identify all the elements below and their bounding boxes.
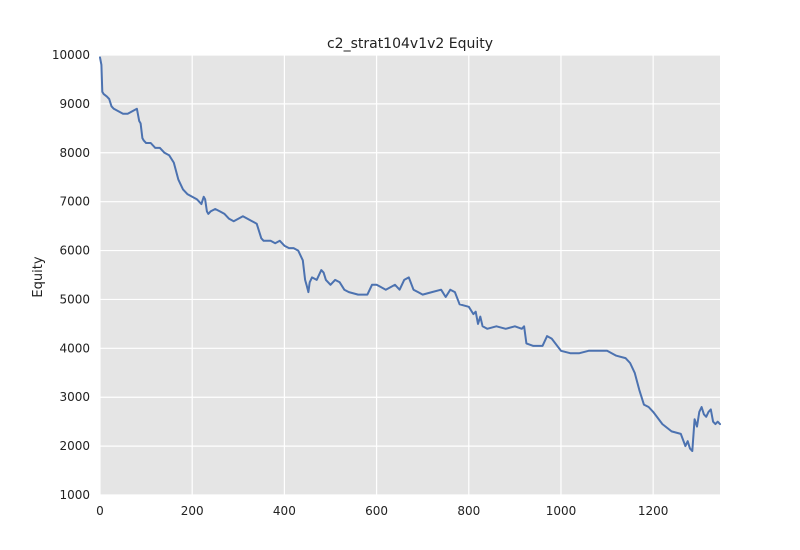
x-tick-label: 600	[365, 504, 388, 518]
y-tick-label: 10000	[52, 48, 90, 62]
y-tick-label: 7000	[59, 195, 90, 209]
y-tick-label: 9000	[59, 97, 90, 111]
y-axis-label: Equity	[31, 256, 46, 297]
y-tick-label: 1000	[59, 488, 90, 502]
plot-background	[100, 55, 720, 495]
y-axis-ticks: 1000 2000 3000 4000 5000 6000 7000 8000 9000 1000…	[52, 48, 90, 502]
y-tick-label: 5000	[59, 292, 90, 306]
x-axis-ticks: 0 200 400 600 800 1000 1200	[96, 504, 668, 518]
x-tick-label: 1200	[638, 504, 669, 518]
y-tick-label: 6000	[59, 244, 90, 258]
y-tick-label: 2000	[59, 439, 90, 453]
y-tick-label: 8000	[59, 146, 90, 160]
grid-lines	[99, 54, 720, 496]
x-tick-label: 800	[457, 504, 480, 518]
chart-title: c2_strat104v1v2 Equity	[327, 36, 493, 52]
series-layer	[99, 56, 721, 452]
x-tick-label: 0	[96, 504, 104, 518]
equity-series-line	[99, 56, 721, 452]
x-tick-label: 400	[273, 504, 296, 518]
x-tick-label: 1000	[546, 504, 577, 518]
y-tick-label: 3000	[59, 390, 90, 404]
y-tick-label: 4000	[59, 341, 90, 355]
x-tick-label: 200	[181, 504, 204, 518]
